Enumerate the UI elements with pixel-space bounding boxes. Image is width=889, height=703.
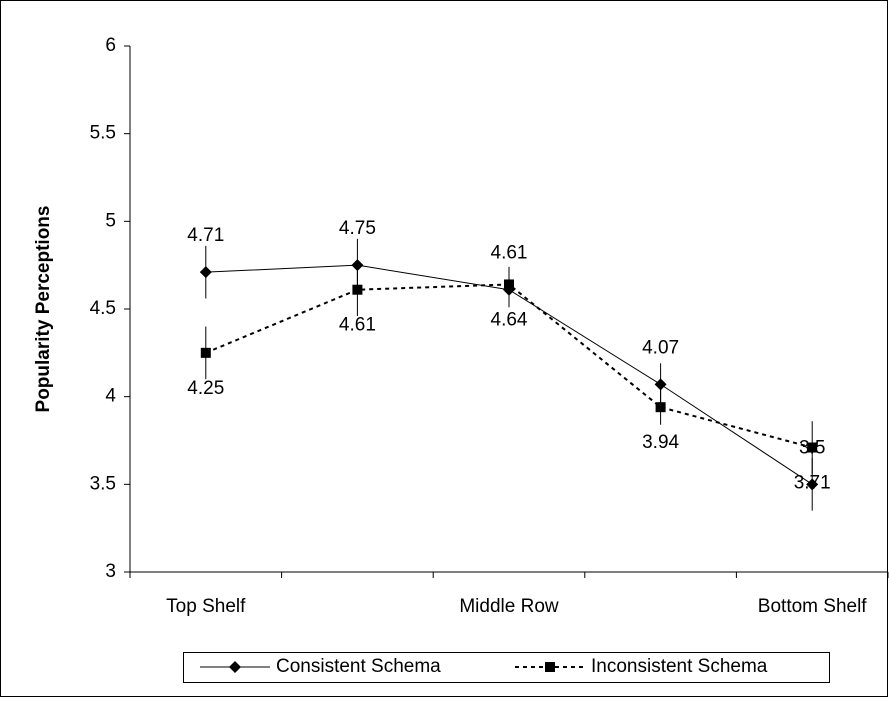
marker	[504, 279, 514, 290]
x-tick-label: Middle Row	[459, 596, 559, 617]
marker	[807, 442, 818, 453]
y-tick-label: 6	[105, 35, 116, 56]
marker	[200, 347, 211, 358]
y-tick-label: 3	[105, 561, 116, 582]
y-tick-label: 5.5	[90, 123, 116, 144]
y-tick-label: 4.5	[90, 298, 116, 319]
legend-marker	[545, 662, 555, 672]
data-label: 4.75	[339, 218, 376, 239]
marker	[654, 378, 667, 391]
marker	[199, 266, 212, 279]
y-axis-label: Popularity Perceptions	[33, 206, 54, 413]
marker	[352, 284, 363, 295]
y-tick-label: 3.5	[90, 473, 116, 494]
data-label: 3.94	[642, 432, 679, 453]
data-label: 4.25	[187, 378, 224, 399]
legend	[183, 652, 830, 683]
data-label: 4.71	[187, 225, 224, 246]
data-label: 3.71	[794, 473, 831, 494]
y-tick-label: 5	[105, 210, 116, 231]
y-tick-label: 4	[105, 386, 116, 407]
x-tick-label: Bottom Shelf	[758, 596, 867, 617]
marker	[655, 402, 666, 413]
legend-label: Consistent Schema	[276, 656, 441, 677]
data-label: 4.07	[642, 337, 679, 358]
data-label: 4.64	[491, 309, 528, 330]
marker	[806, 478, 819, 491]
x-tick-label: Top Shelf	[166, 596, 246, 617]
legend-label: Inconsistent Schema	[591, 656, 768, 677]
data-label: 4.61	[339, 315, 376, 336]
legend-marker	[229, 661, 241, 673]
data-label: 4.61	[491, 243, 528, 264]
